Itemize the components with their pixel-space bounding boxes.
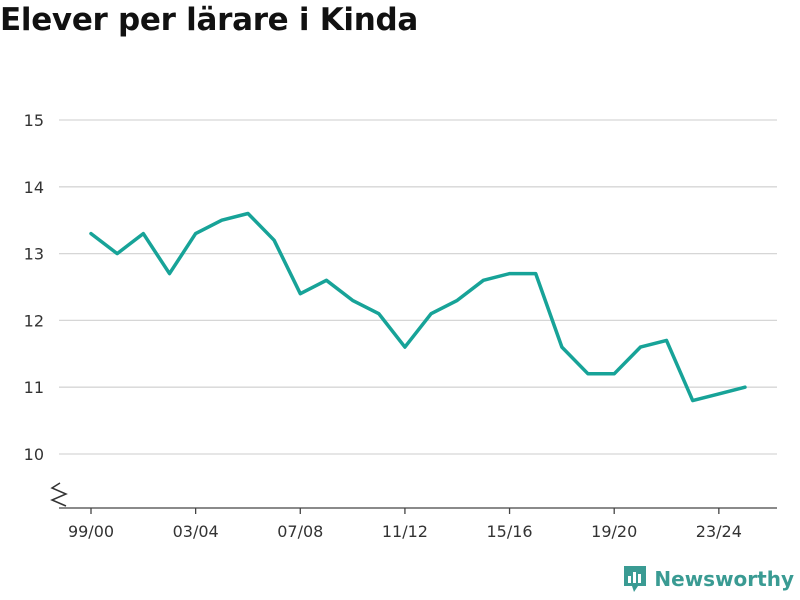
x-tick-label: 15/16 [487, 522, 533, 541]
x-tick-label: 99/00 [68, 522, 114, 541]
y-axis-ticks: 10 11 12 13 14 15 [24, 111, 44, 464]
axis-break-icon [50, 482, 68, 507]
x-tick-label: 11/12 [382, 522, 428, 541]
y-tick-label: 10 [24, 445, 44, 464]
x-tick-label: 03/04 [173, 522, 219, 541]
y-tick-label: 15 [24, 111, 44, 130]
y-tick-label: 12 [24, 311, 44, 330]
y-tick-label: 13 [24, 245, 44, 264]
x-axis-ticks: 99/00 03/04 07/08 11/12 15/16 19/20 23/24 [68, 508, 742, 541]
x-axis [50, 482, 777, 509]
brand-logo: Newsworthy [622, 564, 794, 594]
x-tick-label: 23/24 [696, 522, 742, 541]
series-layer [89, 211, 747, 403]
grid-lines [59, 119, 777, 455]
x-tick-label: 07/08 [277, 522, 323, 541]
chart-title: Elever per lärare i Kinda [0, 2, 419, 38]
x-tick-label: 19/20 [591, 522, 637, 541]
bar-chart-logo-icon [624, 566, 647, 592]
y-tick-label: 14 [24, 178, 44, 197]
series-line [89, 211, 747, 403]
brand-name: Newsworthy [654, 567, 794, 591]
y-tick-label: 11 [24, 378, 44, 397]
